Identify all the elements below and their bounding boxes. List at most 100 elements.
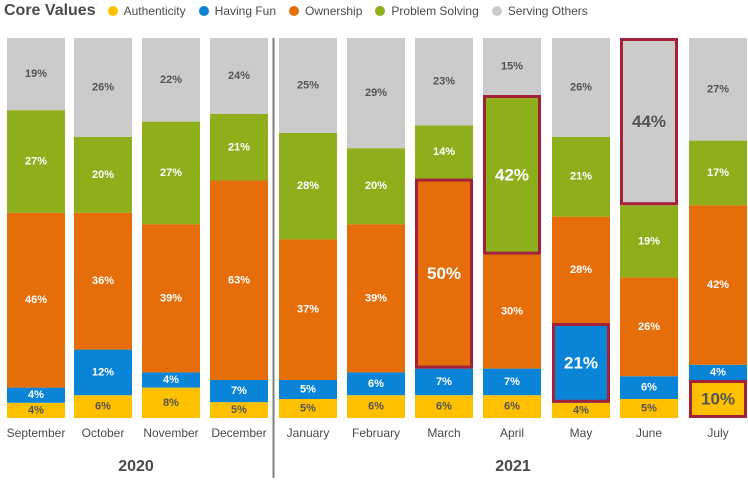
data-label-january-problem-solving: 28% <box>297 180 319 192</box>
x-tick-label-september: September <box>7 426 66 440</box>
legend-marker-having-fun <box>198 6 209 16</box>
x-tick-label-july: July <box>707 426 728 440</box>
legend-item-problem-solving: Problem Solving <box>375 4 479 18</box>
data-label-march-ownership: 50% <box>427 264 461 283</box>
data-label-december-ownership: 63% <box>228 274 250 286</box>
data-label-february-ownership: 39% <box>365 292 387 304</box>
bar-december-serving-others <box>210 38 268 114</box>
data-label-december-serving-others: 24% <box>228 70 250 82</box>
data-label-february-problem-solving: 20% <box>365 180 387 192</box>
bar-october-serving-others <box>74 38 132 137</box>
data-label-september-problem-solving: 27% <box>25 156 47 168</box>
bar-may-having-fun <box>552 323 610 403</box>
data-label-june-problem-solving: 19% <box>638 235 660 247</box>
data-label-september-serving-others: 19% <box>25 68 47 80</box>
x-tick-label-november: November <box>143 426 198 440</box>
bar-july-problem-solving <box>689 140 747 206</box>
data-label-april-authenticity: 6% <box>504 401 520 413</box>
data-label-june-serving-others: 44% <box>632 112 666 131</box>
bar-june-having-fun <box>620 376 678 399</box>
bar-april-problem-solving <box>483 95 541 255</box>
data-label-july-authenticity: 10% <box>701 390 735 409</box>
bar-november-having-fun <box>142 372 200 388</box>
legend-item-serving-others: Serving Others <box>491 4 588 18</box>
bar-april-authenticity <box>483 395 541 418</box>
data-label-march-having-fun: 7% <box>436 376 452 388</box>
bar-april-having-fun <box>483 368 541 396</box>
bar-september-serving-others <box>7 38 65 111</box>
x-tick-label-june: June <box>636 426 662 440</box>
bar-march-problem-solving <box>415 125 473 179</box>
bar-june-authenticity <box>620 399 678 418</box>
bar-may-serving-others <box>552 38 610 137</box>
bar-july-having-fun <box>689 364 747 380</box>
data-label-september-ownership: 46% <box>25 294 47 306</box>
legend-marker-serving-others <box>491 6 502 16</box>
bar-march-authenticity <box>415 395 473 418</box>
legend-title: Core Values <box>4 2 96 19</box>
data-label-may-having-fun: 21% <box>564 353 598 372</box>
bar-april-ownership <box>483 254 541 369</box>
data-label-january-ownership: 37% <box>297 304 319 316</box>
bar-january-authenticity <box>279 399 337 418</box>
bar-september-problem-solving <box>7 110 65 213</box>
bar-april-serving-others <box>483 38 541 95</box>
bar-september-authenticity <box>7 402 65 418</box>
data-label-november-having-fun: 4% <box>163 374 179 386</box>
bar-february-authenticity <box>347 395 405 418</box>
highlight-outline-march <box>415 178 473 369</box>
legend-label-having-fun: Having Fun <box>214 4 277 18</box>
bar-december-authenticity <box>210 402 268 418</box>
data-label-february-authenticity: 6% <box>368 401 384 413</box>
highlight-outline-may <box>552 323 610 403</box>
data-label-april-serving-others: 15% <box>501 61 523 73</box>
data-label-march-authenticity: 6% <box>436 401 452 413</box>
data-label-october-ownership: 36% <box>92 275 114 287</box>
bar-january-having-fun <box>279 380 337 399</box>
data-label-october-problem-solving: 20% <box>92 169 114 181</box>
legend-item-having-fun: Having Fun <box>198 4 277 18</box>
bar-february-problem-solving <box>347 148 405 225</box>
data-label-april-ownership: 30% <box>501 306 523 318</box>
data-label-november-authenticity: 8% <box>163 397 179 409</box>
data-label-november-ownership: 39% <box>160 292 182 304</box>
bar-january-ownership <box>279 239 337 380</box>
bar-may-ownership <box>552 216 610 323</box>
legend-item-authenticity: Authenticity <box>107 4 186 18</box>
data-label-september-authenticity: 4% <box>28 404 44 416</box>
legend-marker-problem-solving <box>375 6 386 16</box>
data-label-october-having-fun: 12% <box>92 366 114 378</box>
bar-september-having-fun <box>7 387 65 403</box>
data-label-july-having-fun: 4% <box>710 366 726 378</box>
data-label-february-having-fun: 6% <box>368 378 384 390</box>
year-label-2020: 2020 <box>118 458 154 475</box>
bar-march-serving-others <box>415 38 473 126</box>
legend-marker-authenticity <box>107 6 118 16</box>
bar-september-ownership <box>7 212 65 388</box>
highlight-outline-april <box>483 95 541 255</box>
bar-march-ownership <box>415 178 473 369</box>
bar-december-ownership <box>210 180 268 380</box>
data-label-may-serving-others: 26% <box>570 81 592 93</box>
data-label-april-having-fun: 7% <box>504 376 520 388</box>
data-label-march-problem-solving: 14% <box>433 146 455 158</box>
x-tick-label-may: May <box>570 426 593 440</box>
x-tick-label-january: January <box>287 426 330 440</box>
data-label-december-authenticity: 5% <box>231 404 247 416</box>
x-tick-label-october: October <box>82 426 125 440</box>
bar-july-authenticity <box>689 380 747 418</box>
bar-october-problem-solving <box>74 136 132 213</box>
data-label-june-authenticity: 5% <box>641 403 657 415</box>
x-tick-label-april: April <box>500 426 524 440</box>
bar-july-ownership <box>689 205 747 365</box>
bar-january-serving-others <box>279 38 337 133</box>
data-label-june-ownership: 26% <box>638 321 660 333</box>
data-label-april-problem-solving: 42% <box>495 165 529 184</box>
data-label-february-serving-others: 29% <box>365 87 387 99</box>
data-label-january-authenticity: 5% <box>300 403 316 415</box>
bar-february-ownership <box>347 224 405 373</box>
data-label-july-ownership: 42% <box>707 279 729 291</box>
data-label-december-having-fun: 7% <box>231 385 247 397</box>
data-label-january-serving-others: 25% <box>297 80 319 92</box>
bar-june-serving-others <box>620 38 678 206</box>
